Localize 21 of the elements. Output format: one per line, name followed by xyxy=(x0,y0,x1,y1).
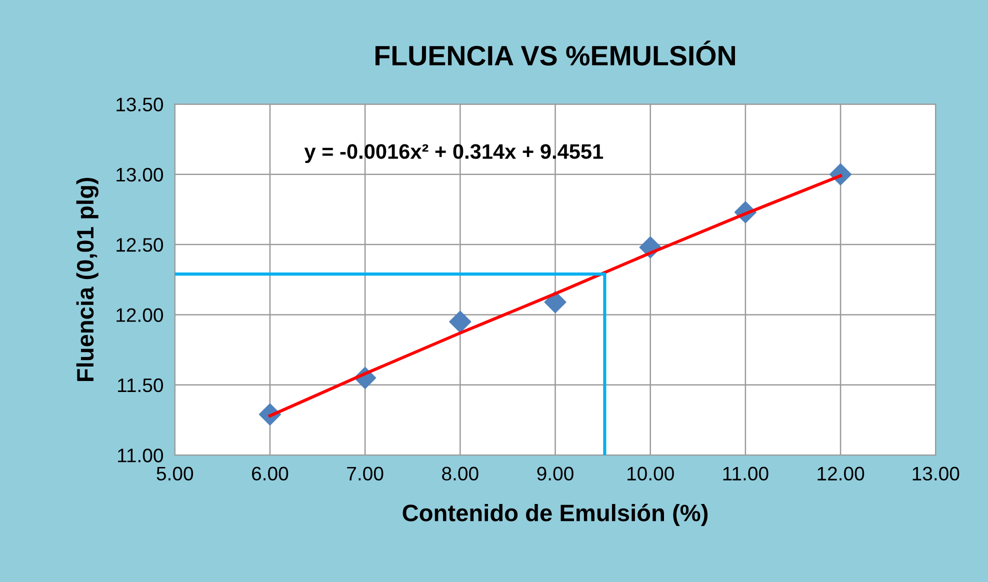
chart-title: FLUENCIA VS %EMULSIÓN xyxy=(376,40,735,66)
x-tick-label: 12.00 xyxy=(818,466,864,481)
x-axis-title: Contenido de Emulsión (%) xyxy=(402,504,708,526)
x-tick-label: 5.00 xyxy=(156,466,194,481)
y-tick-label: 13.50 xyxy=(116,98,164,112)
point xyxy=(449,310,472,333)
x-tick-label: 8.00 xyxy=(442,466,478,481)
y-tick-label: 11.50 xyxy=(118,378,164,392)
y-tick-label: 12.00 xyxy=(116,308,164,322)
x-tick-label: 9.00 xyxy=(537,466,574,481)
y-tick-label: 11.00 xyxy=(118,448,164,462)
x-tick-label: 11.00 xyxy=(723,466,768,481)
x-tick-label: 10.00 xyxy=(628,466,674,481)
y-tick-label: 12.50 xyxy=(116,238,164,252)
y-tick-label: 13.00 xyxy=(116,168,164,182)
x-tick-label: 13.00 xyxy=(912,466,960,481)
x-tick-label: 6.00 xyxy=(252,466,288,481)
x-tick-label: 7.00 xyxy=(347,466,384,481)
annotation: y = -0.0016x² + 0.314x + 9.4551 xyxy=(304,144,604,164)
y-axis-title: Fluencia (0,01 plg) xyxy=(76,178,98,382)
point xyxy=(544,291,566,314)
